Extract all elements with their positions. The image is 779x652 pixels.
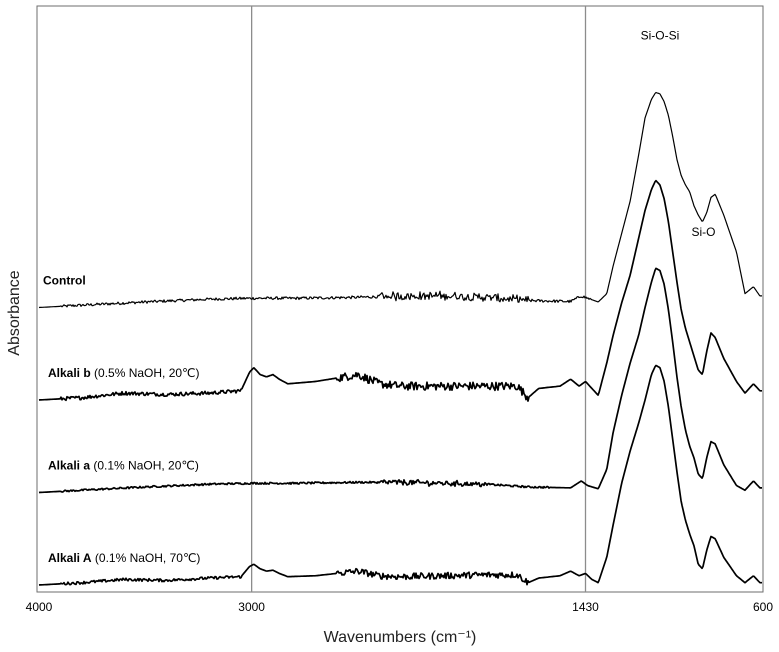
trace-control — [38, 91, 762, 309]
x-tick-4000: 4000 — [26, 600, 53, 614]
trace-alkali-a — [38, 364, 762, 586]
series-label-alkali-a: Alkali a (0.1% NaOH, 20℃) — [48, 459, 199, 473]
series-label-control: Control — [43, 274, 86, 288]
y-axis-title: Absorbance — [6, 270, 23, 355]
series-label-alkali-b: Alkali b (0.5% NaOH, 20℃) — [48, 366, 200, 380]
x-tick-labels: 4000 3000 1430 600 — [26, 600, 774, 614]
x-tick-1430: 1430 — [572, 600, 599, 614]
trace-alkali-a — [38, 267, 762, 494]
x-tick-600: 600 — [753, 600, 773, 614]
peak-annotations: Si-O-Si Si-O — [641, 28, 716, 239]
x-axis-title: Wavenumbers (cm⁻¹) — [324, 629, 477, 646]
series-labels: Control Alkali b (0.5% NaOH, 20℃) Alkali a… — [43, 274, 200, 566]
trace-alkali-b — [38, 179, 762, 402]
plot-frame — [36, 5, 764, 593]
annotation-si-o: Si-O — [692, 225, 716, 239]
x-tick-3000: 3000 — [238, 600, 265, 614]
spectra — [38, 91, 762, 586]
annotation-si-o-si: Si-O-Si — [641, 28, 680, 42]
series-label-alkali-a: Alkali A (0.1% NaOH, 70℃) — [48, 551, 200, 565]
